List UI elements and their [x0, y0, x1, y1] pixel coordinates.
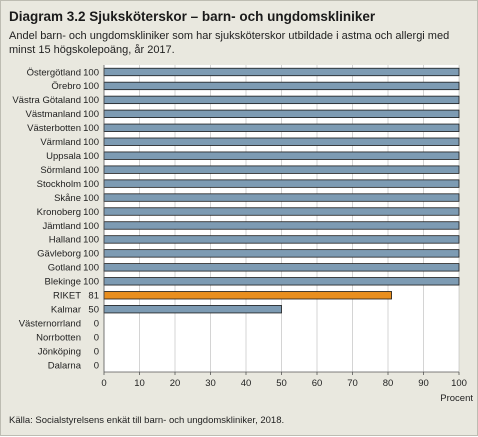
bar: [103, 151, 460, 160]
category-label: Jämtland: [42, 221, 81, 232]
x-tick-label: 20: [170, 378, 181, 389]
bar: [103, 249, 460, 258]
x-tick-label: 30: [205, 378, 216, 389]
bar: [103, 67, 460, 77]
bar: [103, 193, 460, 202]
value-label: 100: [83, 263, 99, 274]
chart-title: Diagram 3.2 Sjuksköterskor – barn- och u…: [9, 9, 376, 24]
x-tick-label: 90: [418, 378, 429, 389]
category-label: Skåne: [54, 193, 81, 204]
category-label: RIKET: [53, 291, 81, 302]
category-label: Kalmar: [51, 305, 81, 316]
value-label: 100: [83, 165, 99, 176]
value-label: 100: [83, 95, 99, 106]
bar: [103, 81, 460, 91]
category-label: Gävleborg: [37, 249, 81, 260]
x-tick-label: 70: [347, 378, 358, 389]
x-tick-label: 60: [312, 378, 323, 389]
x-tick-label: 40: [241, 378, 252, 389]
value-label: 100: [83, 81, 99, 92]
value-label: 100: [83, 249, 99, 260]
x-tick-label: 0: [101, 378, 106, 389]
value-label: 100: [83, 123, 99, 134]
bar: [103, 263, 460, 272]
x-tick-label: 80: [383, 378, 394, 389]
x-tick-label: 100: [451, 378, 467, 389]
bar: [103, 235, 460, 244]
chart-subtitle: Andel barn- och ungdomskliniker som har …: [9, 30, 450, 56]
category-label: Halland: [49, 235, 81, 246]
value-label: 100: [83, 235, 99, 246]
category-label: Uppsala: [46, 151, 82, 162]
source-note: Källa: Socialstyrelsens enkät till barn-…: [9, 415, 285, 426]
category-label: Gotland: [48, 263, 81, 274]
value-label: 100: [83, 207, 99, 218]
category-label: Norrbotten: [36, 332, 81, 343]
value-label: 100: [83, 151, 99, 162]
bar: [103, 109, 460, 118]
value-label: 50: [88, 305, 99, 316]
category-label: Västerbotten: [27, 123, 81, 134]
category-label: Jönköping: [38, 346, 81, 357]
value-label: 0: [94, 332, 99, 343]
category-label: Stockholm: [37, 179, 81, 190]
bar: [103, 221, 460, 230]
bar: [103, 137, 460, 146]
category-label: Dalarna: [48, 360, 82, 371]
value-label: 0: [94, 318, 99, 329]
category-label: Västra Götaland: [12, 95, 81, 106]
value-label: 81: [88, 291, 99, 302]
category-label: Östergötland: [27, 67, 81, 78]
value-label: 100: [83, 193, 99, 204]
bar: [103, 277, 460, 286]
category-label: Örebro: [51, 81, 81, 92]
value-label: 100: [83, 67, 99, 78]
category-label: Sörmland: [40, 165, 81, 176]
category-label: Västernorrland: [19, 318, 81, 329]
value-label: 100: [83, 109, 99, 120]
value-label: 100: [83, 277, 99, 288]
value-label: 100: [83, 221, 99, 232]
bar: [103, 123, 460, 132]
x-tick-label: 10: [134, 378, 145, 389]
category-label: Värmland: [40, 137, 81, 148]
bar: [103, 179, 460, 188]
bar: [103, 305, 282, 314]
x-axis-title: Procent: [440, 393, 473, 404]
category-label: Blekinge: [45, 277, 81, 288]
value-label: 0: [94, 360, 99, 371]
bar: [103, 165, 460, 174]
x-tick-label: 50: [276, 378, 287, 389]
category-label: Kronoberg: [37, 207, 81, 218]
category-label: Västmanland: [26, 109, 81, 120]
bar: [103, 95, 460, 105]
bar: [103, 207, 460, 216]
value-label: 0: [94, 346, 99, 357]
value-label: 100: [83, 179, 99, 190]
value-label: 100: [83, 137, 99, 148]
bar-highlight: [103, 291, 392, 300]
